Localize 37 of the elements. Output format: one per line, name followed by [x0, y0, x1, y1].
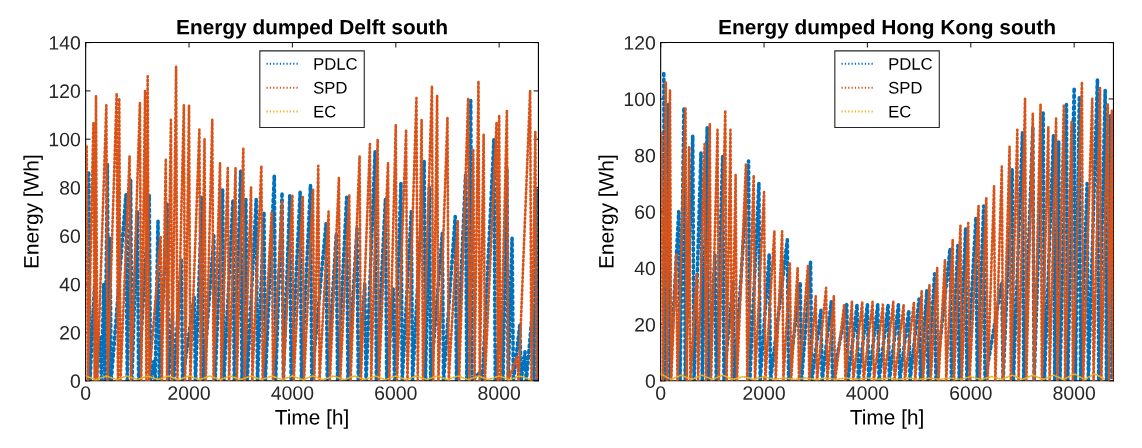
x-tick-label: 4000	[271, 386, 314, 400]
x-axis-title: Time [h]	[850, 409, 923, 429]
y-tick-label: 120	[49, 84, 81, 99]
y-tick-label: 60	[635, 205, 656, 219]
legend-label: SPD	[313, 81, 347, 94]
y-tick-label: 40	[59, 277, 81, 292]
x-tick-label: 8000	[1053, 386, 1096, 400]
x-tick-label: 6000	[375, 386, 417, 400]
y-tick-label: 120	[624, 36, 656, 50]
legend-label: SPD	[888, 81, 922, 94]
y-tick-label: 100	[49, 132, 81, 147]
y-tick-label: 140	[49, 36, 81, 50]
x-tick-label: 4000	[846, 386, 889, 400]
y-tick-label: 80	[60, 180, 81, 195]
legend-label: EC	[889, 105, 911, 118]
chart-title: Energy dumped Delft south	[177, 19, 447, 39]
y-tick-label: 20	[60, 325, 81, 340]
x-tick-label: 0	[81, 386, 91, 400]
y-tick-label: 40	[634, 261, 656, 276]
legend-label: PDLC	[889, 58, 932, 70]
y-tick-label: 80	[635, 148, 656, 163]
y-tick-label: 20	[635, 317, 656, 332]
y-tick-label: 0	[645, 374, 656, 389]
y-axis-title: Energy [Wh]	[598, 155, 618, 268]
x-tick-label: 8000	[478, 386, 521, 400]
y-tick-label: 60	[60, 229, 81, 244]
legend-label: PDLC	[314, 58, 357, 70]
x-tick-label: 2000	[168, 386, 210, 400]
legend-label: EC	[314, 105, 336, 118]
x-tick-label: 6000	[950, 386, 992, 400]
y-tick-label: 100	[624, 92, 656, 107]
y-tick-label: 0	[70, 374, 81, 389]
y-axis-title: Energy [Wh]	[23, 155, 43, 268]
x-tick-label: 2000	[743, 386, 785, 400]
x-tick-label: 0	[656, 386, 666, 400]
chart-title: Energy dumped Hong Kong south	[719, 19, 1055, 39]
x-axis-title: Time [h]	[275, 409, 348, 429]
